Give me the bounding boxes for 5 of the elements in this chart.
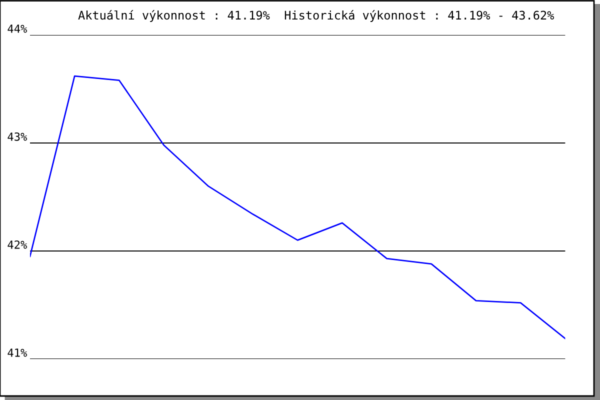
y-tick-label: 44% xyxy=(8,24,28,33)
y-tick-label: 41% xyxy=(8,348,28,357)
y-tick-label: 43% xyxy=(8,132,28,141)
chart-title: Aktuální výkonnost : 41.19% Historická výkonnost : 41.19% - 43.62% xyxy=(78,10,554,22)
y-tick-label: 42% xyxy=(8,240,28,249)
